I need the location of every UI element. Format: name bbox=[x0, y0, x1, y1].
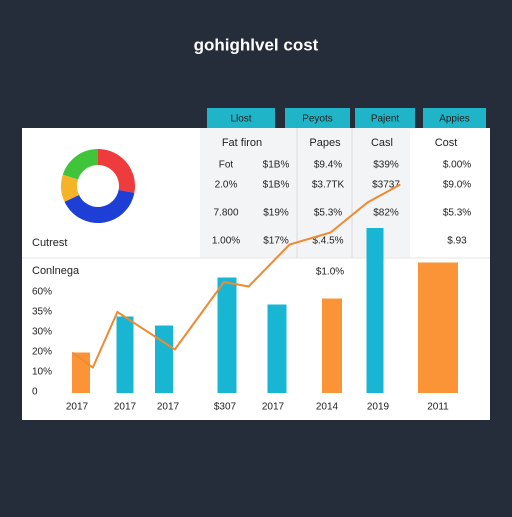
title: gohighlvel cost bbox=[194, 35, 319, 54]
table-cell: $39% bbox=[373, 160, 399, 171]
donut-slice bbox=[62, 149, 98, 180]
table-cell: $3.7TK bbox=[312, 180, 345, 191]
table-cell: $9.0% bbox=[443, 180, 471, 191]
x-tick-label: 2017 bbox=[114, 402, 137, 413]
y-axis-label: 30% bbox=[32, 327, 52, 338]
y-axis-label: 35% bbox=[32, 307, 52, 318]
bar bbox=[267, 304, 287, 393]
tab bbox=[355, 108, 415, 128]
tab-label: Pajent bbox=[371, 114, 400, 125]
table-header: Casl bbox=[371, 137, 393, 149]
chart-label: Conlnega bbox=[32, 265, 80, 277]
donut-slice bbox=[98, 149, 136, 193]
y-axis-label: 0 bbox=[32, 387, 38, 398]
bar bbox=[116, 316, 134, 393]
table-cell: Fot bbox=[219, 160, 234, 171]
bar bbox=[155, 325, 173, 393]
table-header: Fat firon bbox=[222, 137, 262, 149]
table-cell: $17% bbox=[263, 236, 289, 247]
bar bbox=[366, 228, 384, 393]
table-cell: 7.800 bbox=[213, 208, 238, 219]
y-axis-label: 10% bbox=[32, 367, 52, 378]
table-cell: $5.3% bbox=[314, 208, 342, 219]
donut-slice bbox=[64, 189, 135, 224]
table-cell: $.00% bbox=[443, 160, 471, 171]
x-tick-label: 2017 bbox=[262, 402, 285, 413]
table-cell: $1B% bbox=[263, 160, 290, 171]
bar bbox=[217, 277, 237, 393]
tab bbox=[285, 108, 350, 128]
table-cell: $1B% bbox=[263, 180, 290, 191]
table-cell: 2.0% bbox=[215, 180, 238, 191]
tab-label: Appies bbox=[439, 114, 470, 125]
bar bbox=[322, 298, 342, 393]
table-cell: $5.3% bbox=[443, 208, 471, 219]
donut-label: Cutrest bbox=[32, 237, 67, 249]
table-cell: $82% bbox=[373, 208, 399, 219]
table-cell: $9.4% bbox=[314, 160, 342, 171]
table-cell: $.4.5% bbox=[312, 236, 343, 247]
x-tick-label: 2017 bbox=[66, 402, 89, 413]
tab-label: Llost bbox=[230, 114, 251, 125]
y-axis-label: 60% bbox=[32, 287, 52, 298]
x-tick-label: 2019 bbox=[367, 402, 390, 413]
table-cell: 1.00% bbox=[212, 236, 240, 247]
x-tick-label: 2014 bbox=[316, 402, 339, 413]
x-tick-label: 2011 bbox=[427, 402, 449, 413]
donut-slice bbox=[61, 174, 79, 202]
bar bbox=[418, 262, 458, 393]
tab bbox=[207, 108, 275, 128]
table-cell: $3737 bbox=[372, 180, 400, 191]
x-tick-label: $307 bbox=[214, 402, 237, 413]
annotation: $1.0% bbox=[316, 267, 344, 278]
table-header: Papes bbox=[309, 137, 341, 149]
tab bbox=[423, 108, 486, 128]
trend-line bbox=[71, 183, 401, 370]
y-axis-label: 20% bbox=[32, 347, 52, 358]
table-cell: $.93 bbox=[447, 236, 467, 247]
table-header: Cost bbox=[435, 137, 458, 149]
x-tick-label: 2017 bbox=[157, 402, 180, 413]
table-cell: $19% bbox=[263, 208, 289, 219]
tab-label: Peyots bbox=[302, 114, 333, 125]
